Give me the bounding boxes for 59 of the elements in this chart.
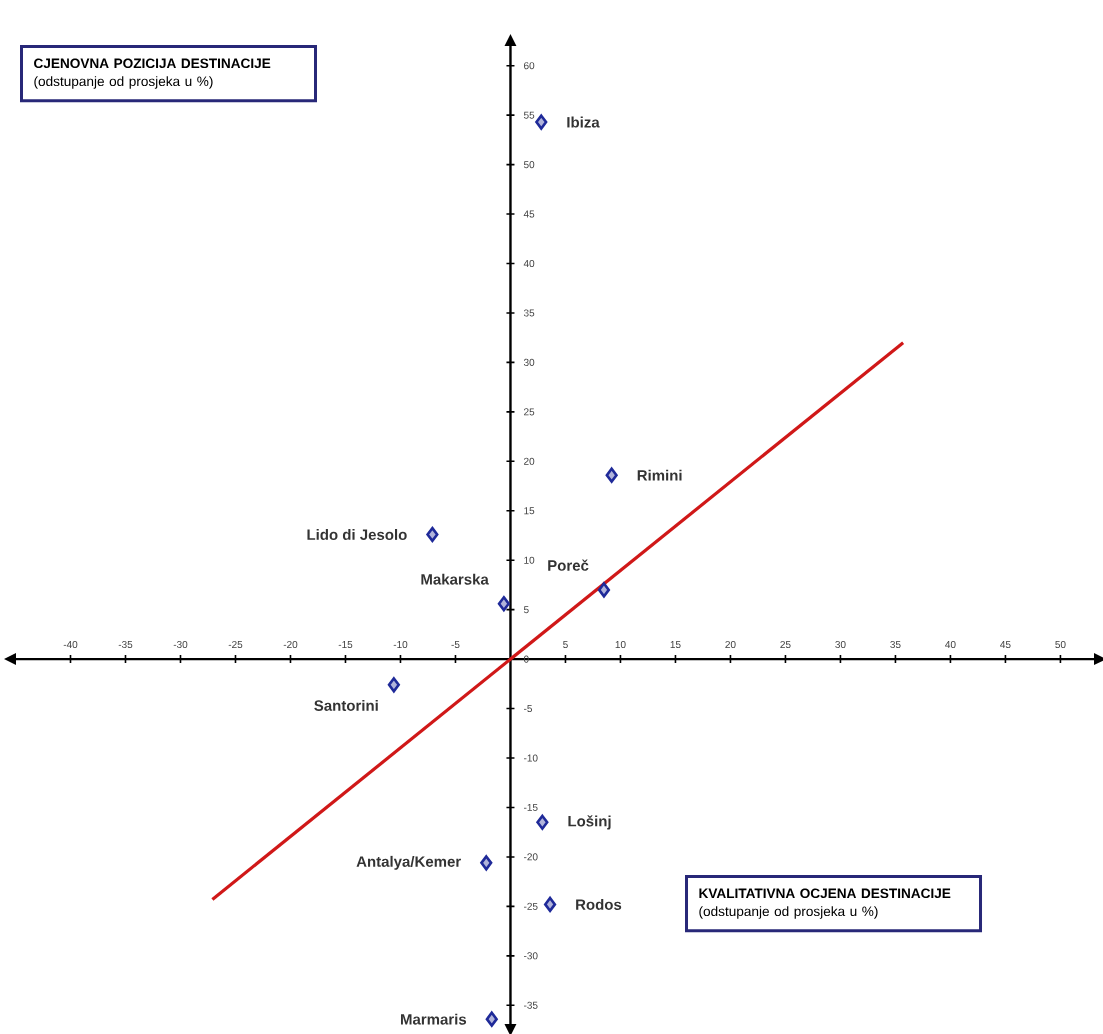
- y-tick-label: -20: [523, 853, 538, 861]
- y-tick-label: 30: [523, 358, 535, 366]
- y-tick-label: 50: [523, 161, 535, 169]
- x-tick-label: 15: [670, 641, 681, 649]
- y-tick-label: 60: [524, 62, 535, 70]
- point: [387, 677, 400, 693]
- y-tick-label: 35: [523, 309, 535, 317]
- y-tick-label: 55: [523, 111, 535, 119]
- x-tick-label: 10: [615, 640, 626, 649]
- annotation: Poreč: [548, 559, 589, 571]
- x-tick-label: 30: [835, 640, 846, 649]
- y-tick-label: 40: [523, 259, 535, 268]
- x-tick-label: -10: [393, 640, 408, 649]
- y-tick-label: 0: [523, 655, 529, 663]
- point: [426, 526, 439, 543]
- x-tick-label: 45: [1000, 641, 1011, 649]
- y-tick-label: 10: [524, 556, 535, 564]
- x-tick-label: -30: [173, 640, 188, 649]
- annotation: Lošinj: [568, 815, 611, 830]
- annotation: Rodos: [576, 898, 622, 910]
- x-tick-label: 20: [725, 640, 736, 649]
- x-tick-label: 40: [945, 640, 956, 649]
- x-tick-label: 5: [563, 641, 568, 649]
- point: [535, 114, 548, 130]
- x-tick-label: 35: [890, 640, 901, 649]
- x-tick-label: -35: [118, 640, 133, 649]
- annotation: Makarska: [421, 573, 489, 585]
- y-tick-label: 20: [524, 457, 535, 465]
- y-tick-label: 15: [524, 507, 535, 515]
- annotation: Lido di Jesolo: [307, 529, 407, 541]
- x-axis-title: CJENOVNA POZICIJA DESTINACIJE (odstupanje od prosjeka u %): [34, 58, 271, 89]
- point: [605, 467, 618, 483]
- x-tick-label: -15: [338, 641, 353, 649]
- annotation: Santorini: [314, 699, 378, 711]
- y-tick-label: 25: [524, 408, 535, 416]
- x-tick-label: -20: [283, 640, 298, 649]
- point: [597, 582, 611, 598]
- x-tick-label: -25: [228, 640, 243, 649]
- point: [497, 596, 510, 612]
- y-tick-label: -10: [523, 754, 538, 762]
- y-tick-label: -15: [523, 803, 538, 811]
- x-tick-label: -40: [63, 640, 78, 649]
- annotation: Antalya/Kemer: [356, 855, 461, 870]
- annotation: Rimini: [637, 469, 682, 481]
- y-tick-label: -30: [523, 952, 538, 960]
- y-tick-label: -25: [523, 902, 538, 910]
- x-tick-label: -5: [451, 641, 460, 649]
- x-tick-label: 25: [780, 640, 791, 649]
- annotation: Marmaris: [401, 1013, 467, 1025]
- point: [480, 855, 493, 871]
- y-tick-label: 45: [523, 210, 535, 218]
- y-tick-label: 5: [523, 606, 529, 614]
- point: [543, 896, 557, 913]
- point: [536, 814, 549, 830]
- x-tick-label: 50: [1055, 640, 1066, 649]
- y-axis-title: KVALITATIVNA OCJENA DESTINACIJE (odstupanje od prosjeka u %): [699, 888, 951, 919]
- y-tick-label: -5: [523, 705, 533, 713]
- y-tick-label: -35: [523, 1001, 538, 1009]
- annotation: Ibiza: [567, 116, 600, 128]
